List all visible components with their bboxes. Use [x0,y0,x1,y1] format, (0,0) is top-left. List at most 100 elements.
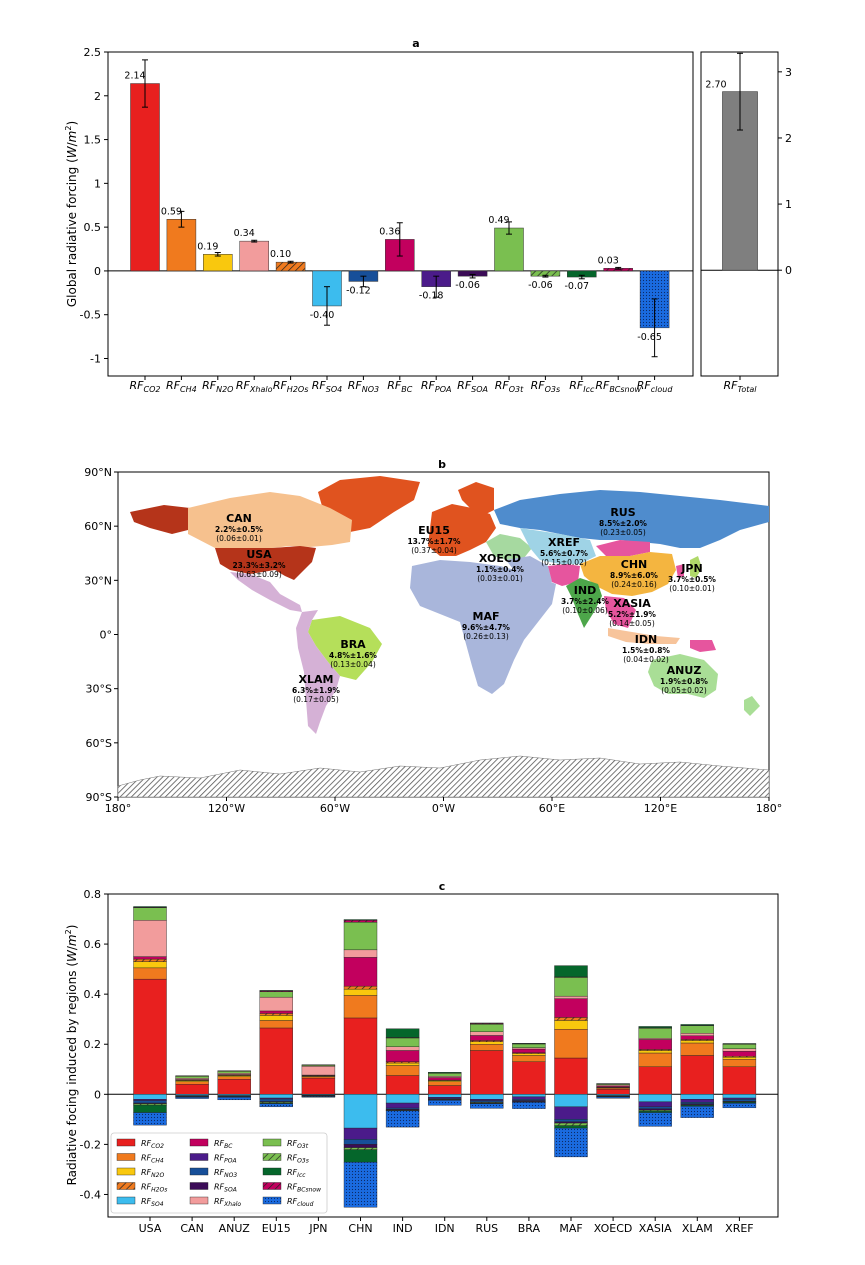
legend-swatch-soa [189,1182,209,1190]
region-label-rus: RUS [610,506,635,519]
panel-a-y-axis: 2.5 2 1.5 1 0.5 0 -0.5 -1 [80,46,108,365]
value-label-xhalo: 0.34 [234,228,255,239]
value-label-h2os: 0.10 [270,249,291,260]
y-tick-label: 1.5 [84,134,102,147]
region-share-jpn: 3.7%±0.5% [668,575,716,584]
region-share-rus: 8.5%±2.0% [599,519,647,528]
stack-poa-chn [343,1127,378,1140]
stack-ch4-anuz [217,1076,251,1080]
region-xref [520,528,596,564]
stack-dots-cloud [301,1096,335,1098]
map-x-tick-label: 60°E [539,802,565,815]
x-tick-label-cloud: RFcloud [637,379,674,394]
region-rf-jpn: (0.10±0.01) [669,584,715,593]
stack-co2-bra [512,1061,546,1095]
stack-ch4-xlam [680,1042,714,1056]
panel-c: c 0.8 0.6 0.4 0.2 0 -0.2 -0.4 USA CAN ANUZ EU15 JP… [64,880,779,1235]
stack-n2o-xref [722,1057,757,1060]
x-tick-label-o3t: RFO3t [495,379,524,394]
legend-label-co2: RFCO2 [141,1139,164,1150]
stack-o3t-xasia [638,1028,672,1039]
stack-hatch-bcsnow [554,976,588,978]
stack-n2o-xlam [680,1040,714,1044]
value-label-soa: -0.06 [455,280,480,291]
x-tick-label-ch4: RFCH4 [166,379,197,394]
stack-n2o-usa [133,961,167,969]
legend-swatch-co2 [116,1138,136,1147]
region-new-zealand [744,696,760,716]
stack-hatch-h2os [680,1039,714,1041]
c-x-tick-label-xref: XREF [725,1222,753,1235]
region-usa [215,546,316,580]
region-share-ind: 3.7%±2.4% [561,597,609,606]
stack-icc_neg-usa [133,1104,167,1113]
stack-no3-chn [343,1139,378,1145]
stack-o3t-maf [554,977,588,997]
region-label-anuz: ANUZ [667,664,702,677]
stack-n2o-eu15 [259,1015,293,1021]
stack-co2-chn [343,1017,378,1095]
stack-no3-xasia [638,1106,672,1110]
stack-o3t-chn [343,922,378,951]
stack-o3t-usa [133,907,167,921]
value-label-so4: -0.40 [310,310,335,321]
legend-label-so4: RFSO4 [141,1197,164,1208]
antarctica [117,755,770,798]
stack-icc-chn [343,919,378,921]
stack-hatch-o3s [259,1102,293,1104]
x-tick-label-xhalo: RFXhalo [236,379,273,394]
x-tick-label-bc: RFBC [387,379,412,394]
total-y-tick-label: 2 [785,132,792,145]
legend-swatch-so4 [116,1196,136,1205]
region-share-anuz: 1.9%±0.8% [660,677,708,686]
stack-ch4-xref [722,1059,757,1067]
region-share-xref: 5.6%±0.7% [540,549,588,558]
stack-o3t-xref [722,1044,757,1049]
stack-co2-xlam [680,1055,714,1095]
stack-bc-eu15 [259,1010,293,1014]
c-x-tick-label-idn: IDN [435,1222,455,1235]
legend-swatch-hatch [263,1153,281,1161]
map-x-tick-label: 180° [756,802,783,815]
legend-swatch-ch4 [116,1153,136,1161]
stack-hatch-h2os [301,1075,335,1077]
map-x-tick-label: 180° [105,802,132,815]
panel-c-frame [107,893,779,1218]
value-label-o3s: -0.06 [528,280,553,291]
region-share-can: 2.2%±0.5% [215,525,263,534]
x-tick-label-icc: RFIcc [569,379,595,394]
stack-bc-maf [554,998,588,1018]
y-tick-label: -1 [90,352,101,365]
region-south-asia-west [548,564,580,586]
stack-dots-cloud [259,1103,293,1107]
stack-ch4-maf [554,1029,588,1059]
region-middle-east [506,556,552,586]
stack-hatch-h2os [554,1017,588,1021]
region-label-chn: CHN [621,558,648,571]
stack-icc-rus [470,1022,504,1024]
legend-swatch-icc [262,1167,282,1176]
legend-label-o3t: RFO3t [287,1139,309,1150]
region-label-jpn: JPN [680,562,702,575]
value-label-icc: -0.07 [565,281,590,292]
legend-label-ch4: RFCH4 [141,1154,164,1165]
region-label-xref: XREF [548,536,580,549]
stack-co2-eu15 [259,1027,293,1095]
x-tick-label-n2o: RFN2O [202,379,233,394]
y-tick-label: -0.5 [80,309,101,322]
c-y-tick-label: -0.4 [80,1188,101,1201]
stack-ch4-idn [428,1081,462,1086]
panel-a-frame [107,51,694,377]
stack-dots-cloud [133,1112,167,1126]
stack-co2-xoecd [596,1089,630,1095]
region-ind [566,578,602,628]
region-papua [690,640,716,652]
region-rf-rus: (0.23±0.05) [600,528,646,537]
region-rf-xref: (0.15±0.02) [541,558,587,567]
stack-hatch-o3s [680,1104,714,1106]
panel-c-y-axis: 0.8 0.6 0.4 0.2 0 -0.2 -0.4 [80,888,108,1201]
map-x-tick-label: 120°W [208,802,245,815]
legend-swatch-poa [189,1153,209,1161]
x-tick-label-o3s: RFO3s [531,379,561,394]
